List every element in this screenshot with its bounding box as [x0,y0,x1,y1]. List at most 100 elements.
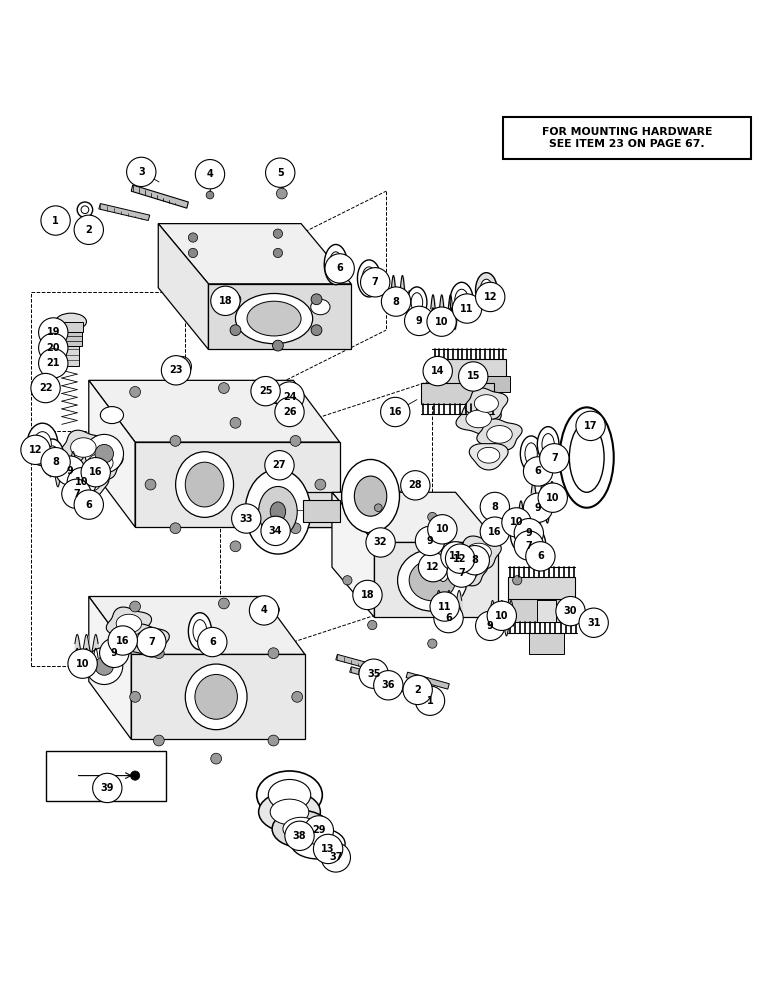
Polygon shape [332,492,498,542]
Circle shape [311,325,322,336]
Circle shape [39,318,68,347]
Polygon shape [131,185,188,208]
Circle shape [206,191,214,199]
Text: 10: 10 [546,493,560,503]
Polygon shape [89,596,131,739]
Polygon shape [158,224,351,284]
Text: 8: 8 [393,297,399,307]
Polygon shape [336,654,380,671]
Circle shape [273,248,283,258]
Text: 34: 34 [269,526,283,536]
Circle shape [39,349,68,378]
Text: 13: 13 [321,844,335,854]
Text: 10: 10 [76,659,90,669]
Circle shape [427,307,456,336]
Circle shape [460,546,489,575]
Circle shape [56,456,85,485]
Circle shape [415,686,445,715]
Circle shape [428,515,457,544]
Text: 9: 9 [487,621,493,631]
Ellipse shape [476,273,497,307]
Polygon shape [529,633,564,654]
Polygon shape [134,631,160,650]
Circle shape [95,657,113,675]
Text: 8: 8 [492,502,498,512]
Circle shape [154,735,164,746]
Polygon shape [432,359,506,384]
Ellipse shape [362,267,376,290]
Polygon shape [350,667,394,684]
Circle shape [290,523,301,534]
Ellipse shape [56,313,86,330]
Circle shape [230,417,241,428]
Circle shape [343,576,352,585]
Text: 21: 21 [46,358,60,368]
Circle shape [230,541,241,552]
Circle shape [476,282,505,312]
Ellipse shape [515,524,527,544]
Circle shape [367,620,377,630]
Ellipse shape [437,561,449,581]
Text: 5: 5 [277,168,283,178]
Circle shape [188,233,198,242]
Circle shape [452,294,482,323]
Circle shape [130,387,141,397]
Ellipse shape [185,664,247,730]
Circle shape [405,306,434,336]
Ellipse shape [537,427,559,462]
Text: FOR MOUNTING HARDWARE
SEE ITEM 23 ON PAGE 67.: FOR MOUNTING HARDWARE SEE ITEM 23 ON PAG… [542,127,713,149]
Ellipse shape [100,407,124,424]
Polygon shape [508,599,577,622]
Text: 9: 9 [416,316,422,326]
Circle shape [361,268,390,297]
Polygon shape [99,204,150,221]
Circle shape [161,356,191,385]
Ellipse shape [570,423,604,492]
Circle shape [171,356,191,376]
Circle shape [538,483,567,512]
Circle shape [95,444,113,463]
Circle shape [93,773,122,803]
Polygon shape [71,438,96,457]
Circle shape [418,552,448,582]
Polygon shape [89,596,305,654]
Text: 24: 24 [283,392,296,402]
Circle shape [423,356,452,386]
Polygon shape [135,442,340,527]
Ellipse shape [455,289,469,312]
Polygon shape [131,654,305,739]
Text: 31: 31 [587,618,601,628]
Text: 9: 9 [427,536,433,546]
Circle shape [67,468,96,497]
Text: 9: 9 [111,648,117,658]
Circle shape [556,596,585,626]
Polygon shape [374,542,498,617]
Circle shape [218,383,229,393]
Text: 10: 10 [435,317,449,327]
Ellipse shape [342,459,400,533]
Text: 4: 4 [207,169,213,179]
Circle shape [74,490,103,519]
Text: 15: 15 [466,371,480,381]
Polygon shape [394,684,437,701]
Circle shape [374,671,403,700]
Circle shape [170,523,181,534]
Circle shape [374,504,382,512]
Circle shape [211,630,222,641]
Text: 25: 25 [259,386,273,396]
Circle shape [502,508,531,537]
Polygon shape [455,563,479,579]
Text: 3: 3 [138,167,144,177]
Text: 9: 9 [526,528,532,538]
Text: 16: 16 [488,527,502,537]
Text: 7: 7 [372,277,378,287]
Circle shape [21,435,50,464]
Circle shape [487,601,516,630]
Ellipse shape [363,589,373,601]
Ellipse shape [291,828,345,859]
Polygon shape [466,543,491,562]
Circle shape [230,294,241,305]
Text: 26: 26 [283,407,296,417]
Text: 8: 8 [472,555,478,565]
Polygon shape [124,624,169,657]
